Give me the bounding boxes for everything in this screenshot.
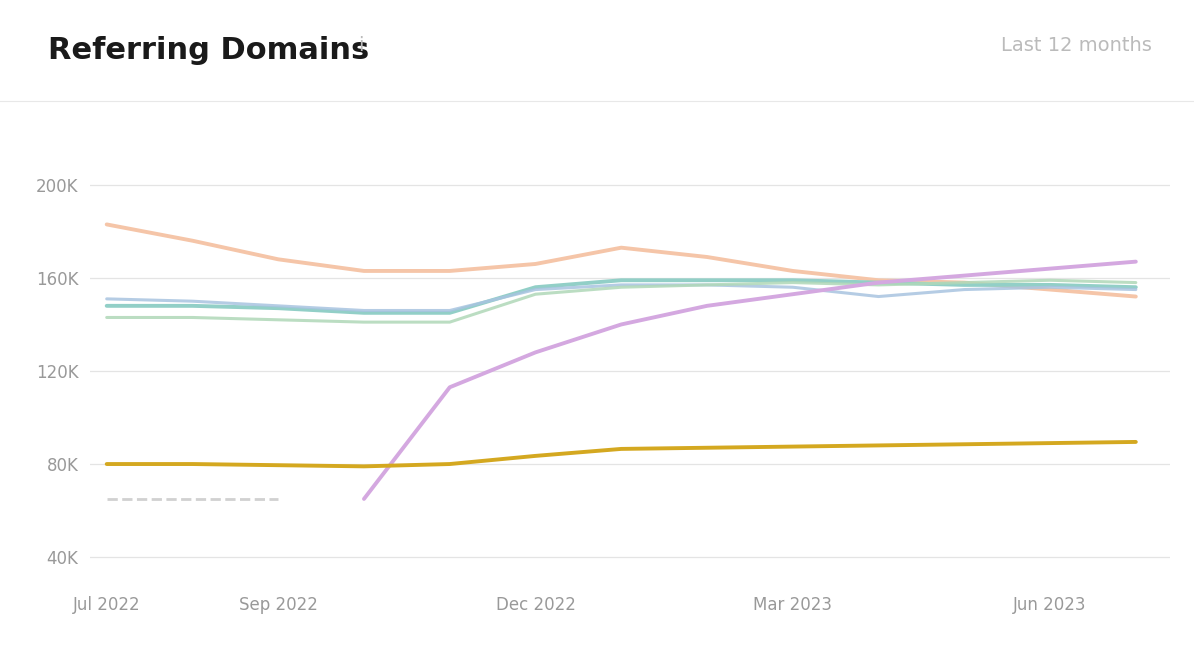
Text: Last 12 months: Last 12 months [1002, 36, 1152, 55]
Text: i: i [358, 36, 364, 55]
Text: Referring Domains: Referring Domains [48, 36, 369, 65]
